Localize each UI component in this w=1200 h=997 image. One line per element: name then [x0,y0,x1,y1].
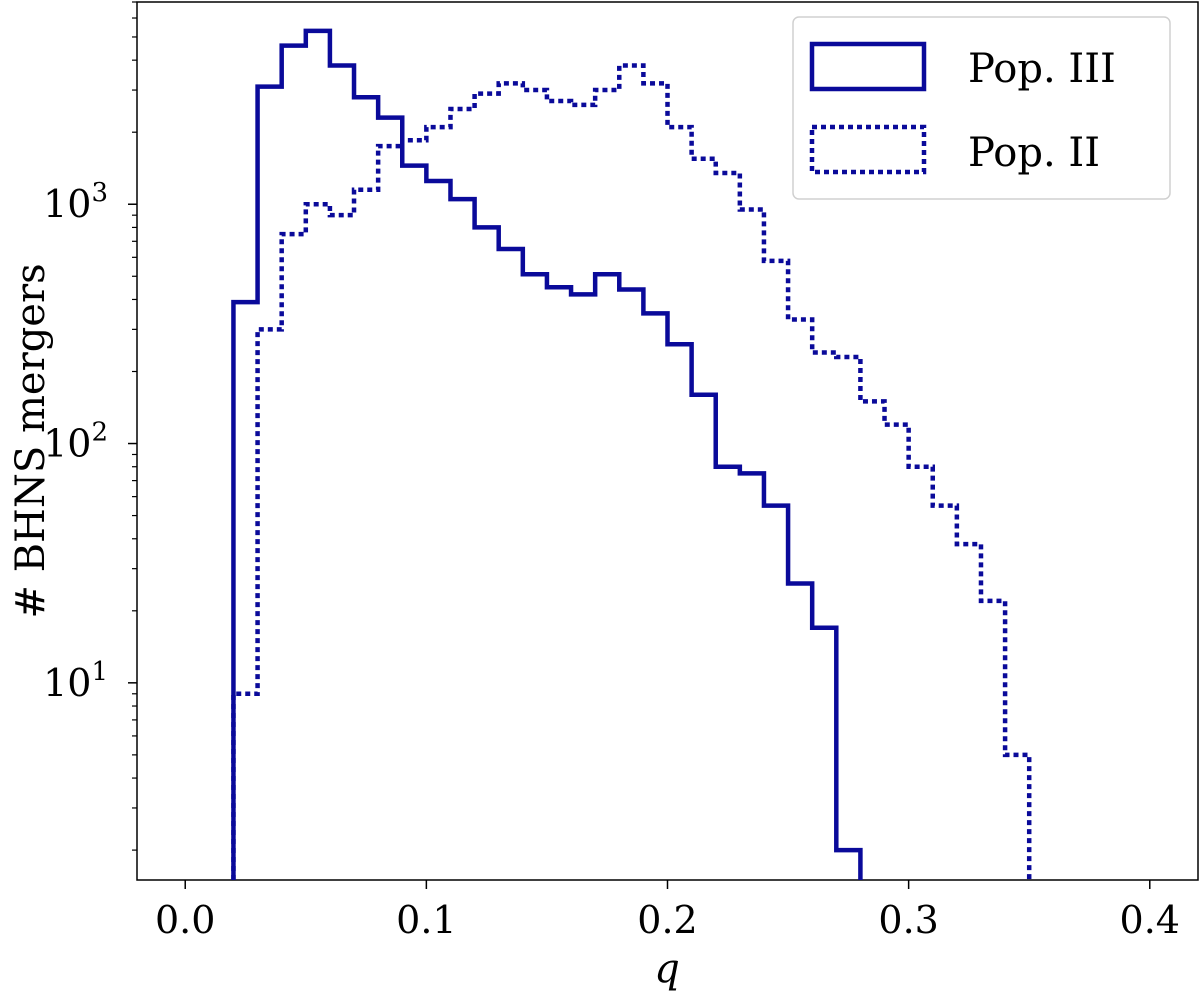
x-tick-label: 0.0 [155,898,215,942]
legend-label-pop-ii: Pop. II [968,130,1100,176]
x-tick-label: 0.4 [1120,898,1180,942]
legend: Pop. III Pop. II [792,16,1171,200]
y-axis-label: # BHNS mergers [8,263,54,618]
series-pop-iii [231,28,863,880]
legend-swatch-pop-iii [809,41,927,92]
series-layer [231,28,1032,880]
series-line-pop-iii [231,28,863,880]
x-axis: 0.0 0.1 0.2 0.3 0.4 [155,880,1180,942]
x-tick-label: 0.3 [878,898,938,942]
legend-box [792,16,1171,200]
x-axis-label: q [654,946,680,992]
legend-label-pop-iii: Pop. III [968,46,1116,92]
x-tick-label: 0.1 [396,898,456,942]
x-tick-label: 0.2 [637,898,697,942]
legend-swatch-pop-ii [809,124,927,175]
series-pop-ii [231,63,1032,880]
y-axis: 101 102 103 [43,1,137,851]
y-tick-label: 101 [43,657,108,705]
y-tick-label: 103 [43,178,108,226]
series-line-pop-ii [231,63,1032,880]
y-tick-label: 102 [43,418,108,466]
